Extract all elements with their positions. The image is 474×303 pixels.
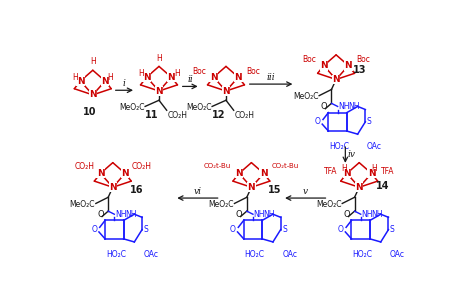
Text: HO₂C: HO₂C <box>106 250 126 259</box>
Text: H: H <box>72 73 78 82</box>
Text: HO₂C: HO₂C <box>329 142 349 151</box>
Text: N: N <box>97 169 104 178</box>
Text: N: N <box>121 169 129 178</box>
Text: N: N <box>167 73 175 82</box>
Text: Boc: Boc <box>356 55 370 64</box>
Text: NH: NH <box>125 210 137 219</box>
Text: N: N <box>89 90 97 99</box>
Text: 16: 16 <box>130 185 143 195</box>
Text: 10: 10 <box>83 107 96 117</box>
Text: TFA: TFA <box>324 167 337 176</box>
Text: N: N <box>343 169 351 178</box>
Text: 15: 15 <box>268 185 282 195</box>
Text: N: N <box>368 169 375 178</box>
Text: CO₂H: CO₂H <box>167 111 187 120</box>
Text: MeO₂C: MeO₂C <box>186 103 211 112</box>
Text: NH: NH <box>348 102 360 111</box>
Text: OAc: OAc <box>282 250 297 259</box>
Text: MeO₂C: MeO₂C <box>70 200 95 209</box>
Text: CO₂H: CO₂H <box>235 111 255 120</box>
Text: O: O <box>236 210 242 219</box>
Text: CO₂H: CO₂H <box>74 162 94 171</box>
Text: O: O <box>338 225 344 234</box>
Text: N: N <box>77 77 84 85</box>
Text: N: N <box>247 183 255 192</box>
Text: OAc: OAc <box>390 250 405 259</box>
Text: O: O <box>315 117 321 126</box>
Text: N: N <box>332 75 340 84</box>
Text: TFA: TFA <box>381 167 394 176</box>
Text: v: v <box>303 187 308 196</box>
Text: N: N <box>143 73 150 82</box>
Text: iv: iv <box>347 151 356 159</box>
Text: N: N <box>222 87 230 95</box>
Text: 11: 11 <box>145 109 158 119</box>
Text: 14: 14 <box>376 181 390 191</box>
Text: HO₂C: HO₂C <box>352 250 372 259</box>
Text: Boc: Boc <box>302 55 316 64</box>
Text: Boc: Boc <box>246 67 260 75</box>
Text: N: N <box>235 73 242 82</box>
Text: HO₂C: HO₂C <box>245 250 264 259</box>
Text: O: O <box>91 225 97 234</box>
Text: H: H <box>156 54 162 62</box>
Text: S: S <box>144 225 148 234</box>
Text: N: N <box>320 61 328 70</box>
Text: OAc: OAc <box>367 142 382 151</box>
Text: NH: NH <box>115 210 127 219</box>
Text: NH: NH <box>362 210 373 219</box>
Text: H: H <box>341 164 346 172</box>
Text: NH: NH <box>254 210 265 219</box>
Text: NH: NH <box>338 102 350 111</box>
Text: MeO₂C: MeO₂C <box>293 92 319 101</box>
Text: S: S <box>367 117 372 126</box>
Text: MeO₂C: MeO₂C <box>208 200 234 209</box>
Text: N: N <box>235 169 243 178</box>
Text: H: H <box>108 73 113 82</box>
Text: OAc: OAc <box>144 250 159 259</box>
Text: N: N <box>260 169 267 178</box>
Text: O: O <box>344 210 350 219</box>
Text: H: H <box>174 69 180 78</box>
Text: H: H <box>372 164 377 172</box>
Text: N: N <box>345 61 352 70</box>
Text: N: N <box>101 77 109 85</box>
Text: O: O <box>320 102 327 111</box>
Text: iii: iii <box>267 73 275 82</box>
Text: Boc: Boc <box>192 67 206 75</box>
Text: O: O <box>230 225 236 234</box>
Text: MeO₂C: MeO₂C <box>316 200 341 209</box>
Text: CO₂t-Bu: CO₂t-Bu <box>204 164 231 169</box>
Text: N: N <box>155 87 163 95</box>
Text: i: i <box>123 79 126 88</box>
Text: H: H <box>138 69 144 78</box>
Text: S: S <box>282 225 287 234</box>
Text: 12: 12 <box>211 109 225 119</box>
Text: O: O <box>97 210 104 219</box>
Text: N: N <box>210 73 218 82</box>
Text: N: N <box>356 183 363 192</box>
Text: N: N <box>109 183 117 192</box>
Text: CO₂H: CO₂H <box>131 162 151 171</box>
Text: S: S <box>390 225 395 234</box>
Text: NH: NH <box>264 210 275 219</box>
Text: MeO₂C: MeO₂C <box>119 103 145 112</box>
Text: H: H <box>90 57 96 66</box>
Text: vi: vi <box>193 187 201 196</box>
Text: CO₂t-Bu: CO₂t-Bu <box>272 164 299 169</box>
Text: 13: 13 <box>353 65 366 75</box>
Text: ii: ii <box>187 75 193 84</box>
Text: NH: NH <box>372 210 383 219</box>
